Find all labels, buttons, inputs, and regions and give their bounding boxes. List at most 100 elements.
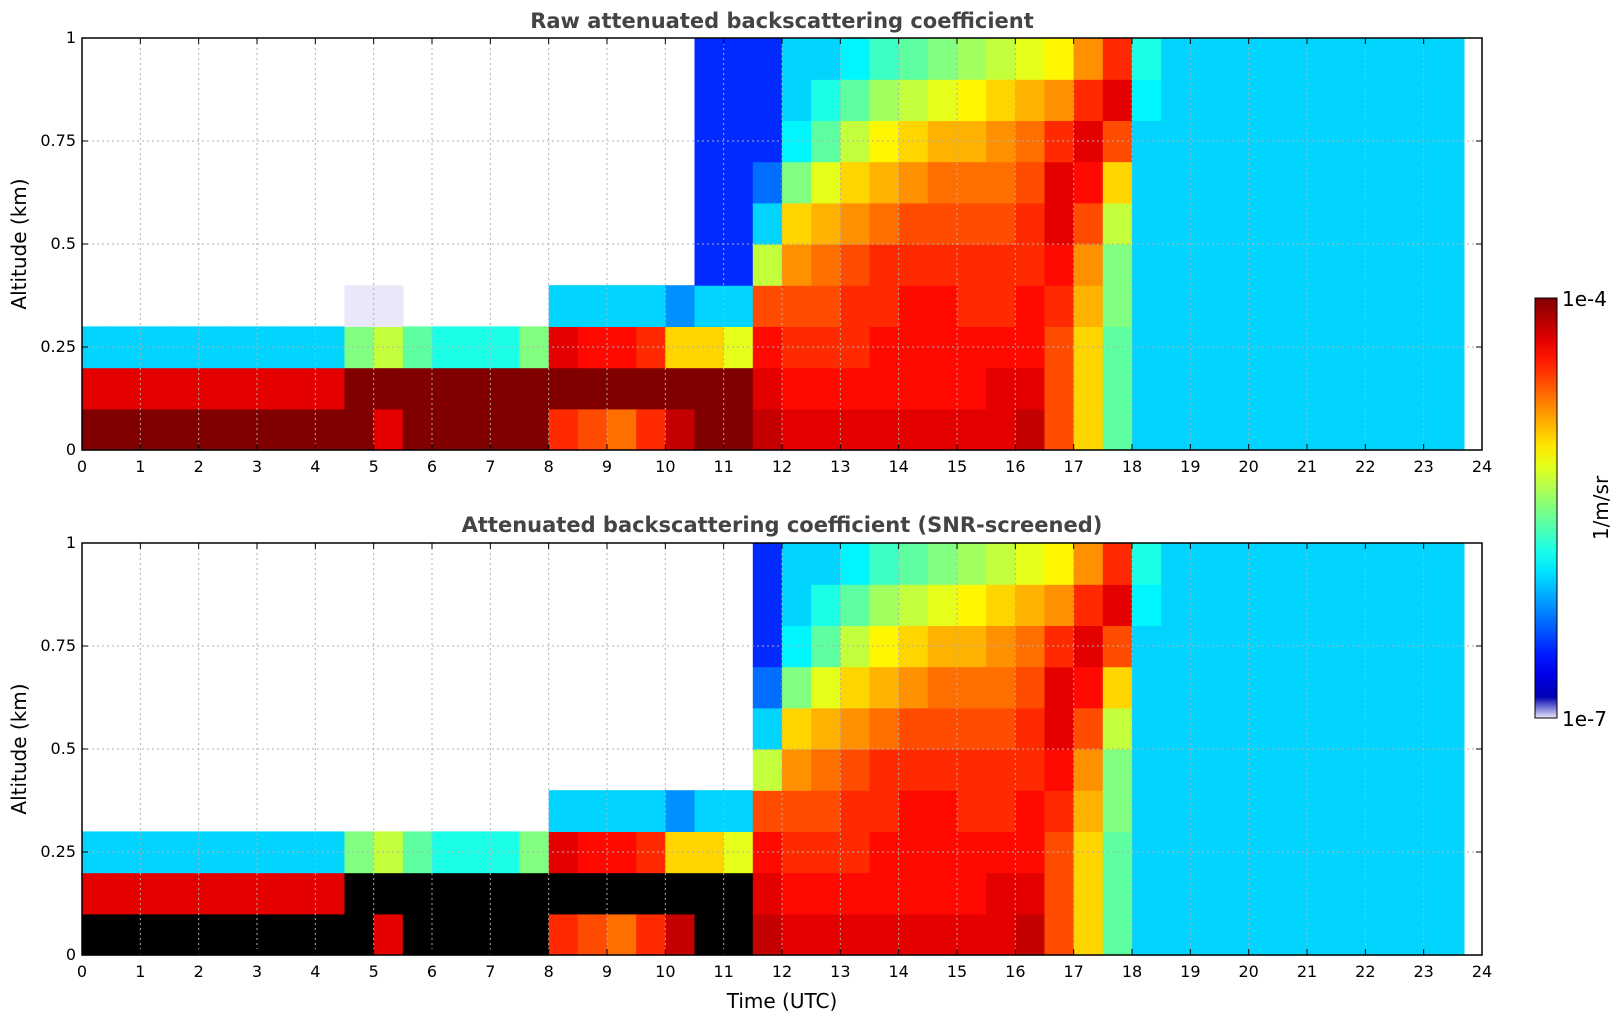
heatmap-cell [1365,79,1396,121]
heatmap-cell [1307,707,1337,750]
heatmap-cell [636,285,666,327]
heatmap-cell [1307,913,1337,956]
heatmap-cell [1423,913,1454,956]
heatmap-cell [1015,120,1046,163]
heatmap-cell [869,202,900,245]
heatmap-cell [1307,543,1337,585]
heatmap-cell [957,285,987,327]
heatmap-cell [1044,543,1075,585]
heatmap-cell [1161,408,1191,451]
heatmap-cell [723,202,754,245]
heatmap-cell [1365,707,1396,750]
heatmap-cell [402,408,433,451]
heatmap-cell [811,831,841,874]
heatmap-cell [665,790,696,832]
heatmap-cell [1336,202,1366,245]
x-tick-label: 3 [252,457,262,476]
x-tick-label: 14 [888,457,908,476]
heatmap-cell [840,872,871,915]
heatmap-cell [869,161,900,204]
heatmap-cell [1219,584,1250,626]
heatmap-cell [1336,543,1366,585]
heatmap-cell [840,285,871,327]
heatmap-cell [986,408,1016,451]
heatmap-cell [286,326,316,369]
heatmap-cell [811,38,841,80]
heatmap-cell [1044,38,1075,80]
heatmap-cell [344,831,375,874]
heatmap-cell [1015,285,1046,327]
heatmap-cell [1161,666,1191,709]
heatmap-cell [811,408,841,451]
heatmap-cell [782,831,812,874]
heatmap-cell [840,79,871,121]
heatmap-cell [227,872,258,915]
heatmap-cell [1132,625,1162,668]
heatmap-cell [694,408,725,451]
heatmap-cell [782,367,812,410]
heatmap-cell [927,666,958,709]
grid-screened [82,543,1482,955]
y-ticks-raw: 0 0.25 0.5 0.75 1 [40,28,1482,459]
heatmap-cell [694,161,725,204]
heatmap-cell [1336,367,1366,410]
heatmap-cell [140,408,171,451]
heatmap-cell [1219,161,1250,204]
heatmap-cell [1394,831,1425,874]
heatmap-cell [1161,831,1191,874]
heatmap-cell [869,326,900,369]
heatmap-cell [1336,790,1366,832]
heatmap-cell [869,913,900,956]
heatmap-cell [1044,790,1075,832]
heatmap-cell [723,790,754,832]
heatmap-cell [1044,913,1075,956]
heatmap-cell [169,872,200,915]
heatmap-cell [1073,666,1104,709]
heatmap-cell [986,120,1016,163]
colorbar-gradient [1534,297,1558,719]
heatmap-cell [957,666,987,709]
x-tick-label: 6 [427,962,437,981]
heatmap-cell [257,408,287,451]
heatmap-cell [957,749,987,791]
heatmap-cell [636,831,666,874]
x-tick-label: 3 [252,962,262,981]
colorbar-unit-label: 1/m/sr [1589,475,1613,540]
x-tick-label: 1 [135,457,145,476]
heatmap-cell [1073,584,1104,626]
y-axis-label-screened: Altitude (km) [7,683,31,814]
heatmap-cell [1190,790,1221,832]
heatmap-cell [752,872,783,915]
heatmap-cell [111,872,141,915]
heatmap-cell [898,543,929,585]
heatmap-cell [1015,872,1046,915]
heatmap-cell [1336,584,1366,626]
grid-raw [82,38,1482,450]
heatmap-cell [519,326,550,369]
heatmap-cell [840,666,871,709]
heatmap-cell [782,120,812,163]
heatmap-cell [1015,913,1046,956]
heatmap-cell [898,707,929,750]
heatmap-cell [402,872,433,915]
heatmap-cell [869,666,900,709]
heatmap-cell [519,367,550,410]
heatmap-cell [1132,790,1162,832]
heatmap-cell [1394,120,1425,163]
heatmap-cell [869,120,900,163]
heatmap-cell [1336,707,1366,750]
heatmap-cell [1132,584,1162,626]
heatmap-cell [694,79,725,121]
heatmap-cell [257,831,287,874]
heatmap-cell [1394,326,1425,369]
heatmap-cell [461,831,491,874]
heatmap-cell [1015,326,1046,369]
heatmap-cell [1044,367,1075,410]
heatmap-cell [1161,913,1191,956]
heatmap-cell [577,913,608,956]
x-tick-label: 0 [77,457,87,476]
heatmap-cell [577,790,608,832]
heatmap-cell [1423,749,1454,791]
heatmap-cell [519,913,550,956]
